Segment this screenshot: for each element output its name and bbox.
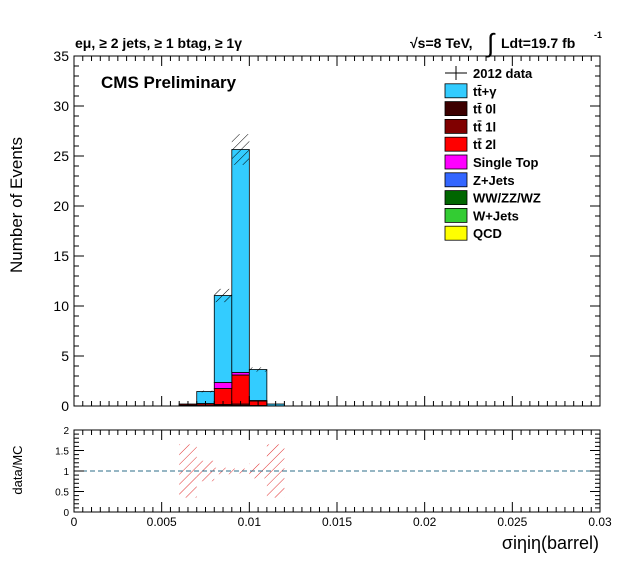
x-tick-label: 0.025: [497, 515, 527, 529]
legend-entry-0: 2012 data: [445, 66, 533, 81]
y-tick-label: 25: [53, 148, 69, 164]
bar-8-3: [232, 150, 250, 373]
x-tick-label: 0.01: [238, 515, 262, 529]
y-tick-label: 10: [53, 298, 69, 314]
bar-2-3: [232, 375, 250, 404]
legend-label-8: W+Jets: [473, 208, 519, 223]
ratio-y-tick-label: 1.5: [55, 447, 69, 458]
y-tick-label: 35: [53, 48, 69, 64]
legend-label-2: tt̄ 0l: [473, 102, 496, 117]
y-tick-label: 0: [61, 398, 69, 414]
main-x-axis: [74, 56, 600, 406]
uncertainty-1: [197, 391, 215, 393]
legend-swatch-5: [445, 155, 467, 169]
ratio-plot-frame: [74, 430, 600, 512]
ratio-y-axis: 0 0.5 1 1.5 2: [55, 426, 600, 519]
uncertainty-3: [232, 134, 250, 165]
x-tick-label: 0.03: [588, 515, 612, 529]
legend-entry-9: QCD: [445, 226, 502, 241]
ratio-y-tick-label: 1: [63, 467, 69, 478]
legend-swatch-9: [445, 226, 467, 240]
ratio-y-tick-label: 2: [63, 426, 69, 437]
legend-swatch-7: [445, 191, 467, 205]
y-tick-label: 15: [53, 248, 69, 264]
selection-title: eμ, ≥ 2 jets, ≥ 1 btag, ≥ 1γ: [75, 35, 242, 51]
legend-entry-6: Z+Jets: [445, 173, 515, 188]
legend-swatch-1: [445, 84, 467, 98]
cms-preliminary-label: CMS Preliminary: [101, 73, 237, 92]
uncertainty-4: [249, 367, 267, 371]
x-tick-label: 0.005: [147, 515, 177, 529]
x-tick-label: 0.015: [322, 515, 352, 529]
ratio-y-axis-label: data/MC: [10, 445, 25, 494]
energy-label: √s=8 TeV,: [410, 35, 473, 51]
legend-entry-3: tt̄ 1l: [445, 119, 496, 134]
bar-8-2: [214, 296, 232, 383]
ratio-x-axis: 0 0.005 0.01 0.015 0.02 0.025 0.03: [71, 430, 612, 529]
ratio-y-tick-label: 0.5: [55, 488, 69, 499]
x-tick-label: 0: [71, 515, 78, 529]
legend-swatch-3: [445, 119, 467, 133]
legend-entry-4: tt̄ 2l: [445, 137, 496, 152]
ratio-panel: 0 0.5 1 1.5 2 0 0.005 0.01 0.015 0.02 0.025 0.03: [55, 426, 612, 529]
main-panel: 0 5 10 15 20 25 30 35: [53, 48, 600, 414]
y-tick-label: 20: [53, 198, 69, 214]
legend-swatch-2: [445, 102, 467, 116]
x-axis-label: σiηiη(barrel): [502, 533, 599, 553]
legend-entry-1: tt̄+γ: [445, 84, 497, 99]
y-tick-label: 5: [61, 348, 69, 364]
y-tick-label: 30: [53, 98, 69, 114]
luminosity-exponent: -1: [594, 30, 602, 40]
legend-label-0: 2012 data: [473, 66, 533, 81]
legend-label-6: Z+Jets: [473, 173, 515, 188]
legend: 2012 data tt̄+γ tt̄ 0l tt̄ 1l tt̄ 2l Single T…: [445, 66, 541, 241]
luminosity-label: Ldt=19.7 fb: [501, 35, 575, 51]
legend-label-7: WW/ZZ/WZ: [473, 191, 541, 206]
uncertainty-2: [214, 289, 232, 302]
bar-8-4: [249, 370, 267, 401]
legend-swatch-6: [445, 173, 467, 187]
main-y-axis-label: Number of Events: [7, 137, 26, 273]
legend-entry-5: Single Top: [445, 155, 539, 170]
legend-swatch-4: [445, 137, 467, 151]
legend-label-5: Single Top: [473, 155, 539, 170]
legend-label-3: tt̄ 1l: [473, 119, 496, 134]
legend-entry-7: WW/ZZ/WZ: [445, 191, 541, 206]
legend-swatch-8: [445, 208, 467, 222]
legend-entry-2: tt̄ 0l: [445, 102, 496, 117]
legend-label-1: tt̄+γ: [473, 84, 497, 99]
x-tick-label: 0.02: [413, 515, 437, 529]
legend-label-4: tt̄ 2l: [473, 137, 496, 152]
stacked-bars: [179, 150, 284, 407]
integral-sign: ∫: [485, 28, 496, 58]
ratio-y-tick-label: 0: [63, 508, 69, 519]
main-y-axis: 0 5 10 15 20 25 30 35: [53, 48, 600, 414]
legend-label-9: QCD: [473, 226, 502, 241]
main-plot-frame: [74, 56, 600, 406]
bar-3-2: [214, 383, 232, 389]
legend-entry-8: W+Jets: [445, 208, 519, 223]
